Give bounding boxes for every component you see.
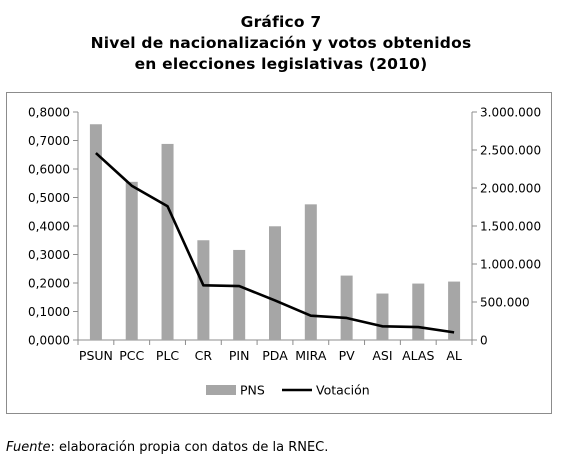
x-tick-label: CR [195,348,213,363]
y-right-tick-label: 0 [480,334,488,348]
x-tick-label: MIRA [295,348,327,363]
bar-asi [376,293,389,340]
x-tick-label: PLC [156,348,180,363]
votacion-line [95,152,455,334]
bar-plc [161,143,174,340]
chart-title-line2: Nivel de nacionalización y votos obtenid… [90,34,472,52]
source-note: Fuente: elaboración propia con datos de … [6,440,328,455]
y-right-tick-label: 2.500.000 [480,144,541,158]
source-text: : elaboración propia con datos de la RNE… [50,440,329,455]
bar-pv [340,275,353,340]
bar-al [448,281,461,340]
y-right-tick-label: 1.000.000 [480,258,541,272]
y-left-tick-label: 0,4000 [28,220,70,234]
bar-pcc [125,181,138,340]
chart-title-block: Gráfico 7 Nivel de nacionalización y vot… [0,12,562,75]
chart-title-line3: en elecciones legislativas (2010) [134,55,428,73]
x-tick-label: PDA [262,348,288,363]
x-tick-label: PCC [119,348,144,363]
y-right-tick-label: 500.000 [480,296,530,310]
bar-psun [89,124,102,340]
x-tick-label: PSUN [79,348,113,363]
chart-title-line1: Gráfico 7 [240,13,322,31]
bar-mira [304,204,317,340]
source-label: Fuente [6,440,51,455]
x-tick-label: ALAS [402,348,434,363]
bar-pin [233,249,246,340]
y-left-tick-label: 0,5000 [28,191,70,205]
y-right-tick-label: 2.000.000 [480,182,541,196]
y-left-tick-label: 0,3000 [28,248,70,262]
legend-label-votacion: Votación [316,383,370,398]
y-left-tick-label: 0,8000 [28,106,70,120]
y-left-tick-label: 0,6000 [28,163,70,177]
x-tick-label: PIN [229,348,250,363]
bar-alas [412,283,425,340]
legend-swatch-pns [206,385,236,395]
y-left-tick-label: 0,0000 [28,334,70,348]
bar-pda [269,226,281,340]
y-left-tick-label: 0,1000 [28,305,70,319]
y-left-tick-label: 0,2000 [28,277,70,291]
legend-label-pns: PNS [240,383,265,398]
x-tick-label: AL [446,348,462,363]
y-left-tick-label: 0,7000 [28,134,70,148]
y-right-tick-label: 1.500.000 [480,220,541,234]
x-tick-label: PV [339,348,356,363]
bar-cr [197,240,210,340]
y-right-tick-label: 3.000.000 [480,106,541,120]
x-tick-label: ASI [372,348,392,363]
